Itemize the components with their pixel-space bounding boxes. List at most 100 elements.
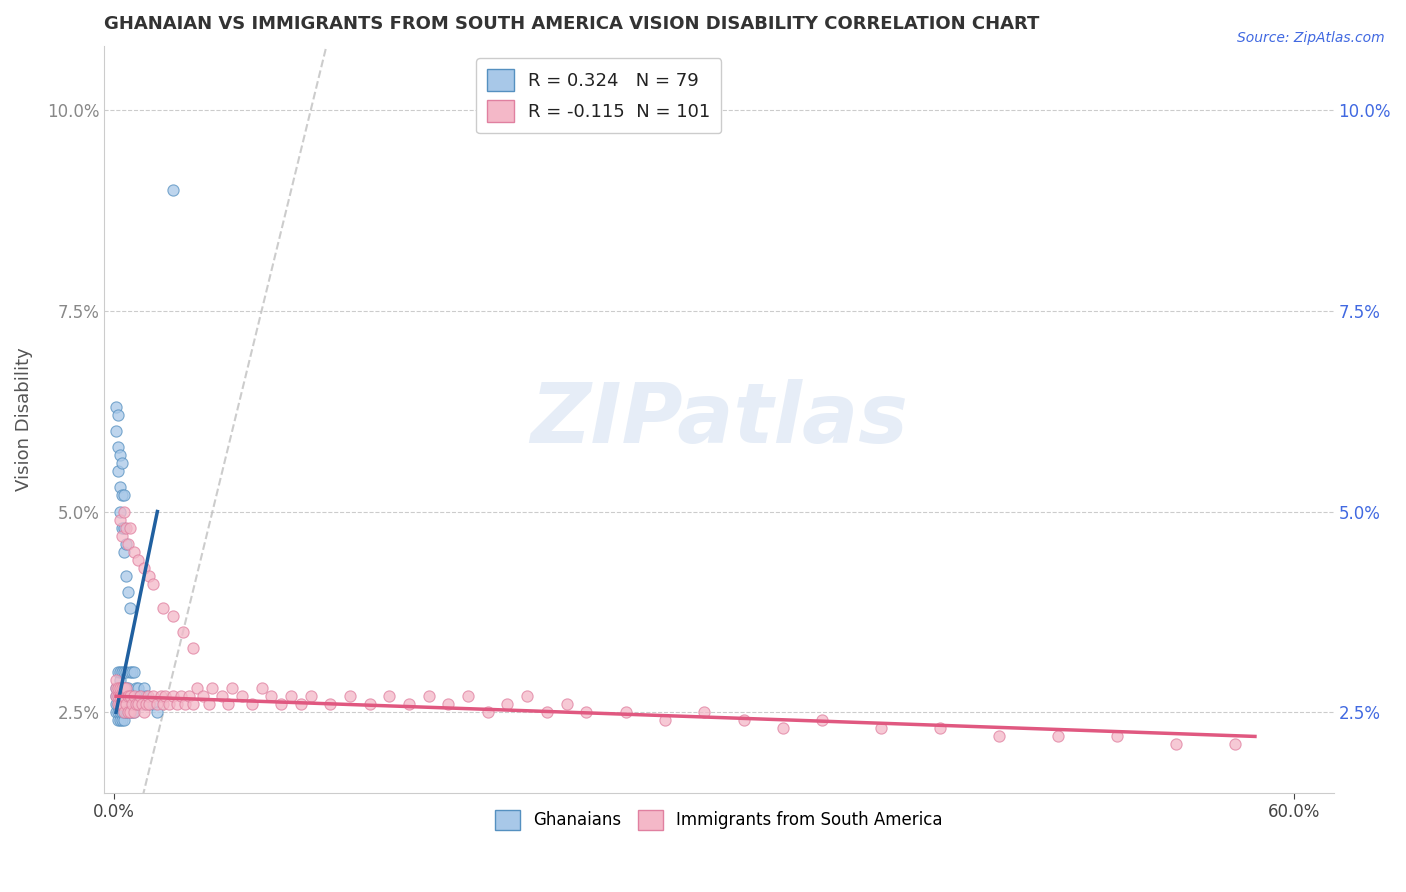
Point bbox=[111, 706, 134, 720]
Point bbox=[115, 536, 138, 550]
Point bbox=[107, 698, 129, 712]
Point bbox=[105, 706, 128, 720]
Point bbox=[111, 690, 134, 704]
Point bbox=[121, 690, 143, 704]
Point bbox=[132, 681, 155, 696]
Point bbox=[115, 681, 138, 696]
Point bbox=[162, 609, 184, 624]
Point bbox=[107, 690, 129, 704]
Point bbox=[118, 706, 141, 720]
Point bbox=[112, 714, 135, 728]
Point bbox=[231, 690, 253, 704]
Point bbox=[152, 601, 174, 615]
Point bbox=[118, 665, 141, 680]
Point bbox=[108, 681, 131, 696]
Point bbox=[280, 690, 302, 704]
Point bbox=[135, 698, 157, 712]
Point bbox=[115, 681, 138, 696]
Point bbox=[1225, 738, 1247, 752]
Point bbox=[270, 698, 292, 712]
Point bbox=[107, 698, 129, 712]
Point bbox=[150, 690, 173, 704]
Point bbox=[135, 690, 157, 704]
Point bbox=[107, 464, 129, 478]
Point bbox=[115, 698, 138, 712]
Point bbox=[121, 698, 143, 712]
Point bbox=[117, 706, 139, 720]
Point bbox=[118, 698, 141, 712]
Point bbox=[122, 690, 145, 704]
Point bbox=[108, 706, 131, 720]
Point bbox=[117, 698, 139, 712]
Point bbox=[118, 706, 141, 720]
Point bbox=[174, 698, 197, 712]
Point bbox=[127, 698, 149, 712]
Point bbox=[111, 665, 134, 680]
Point bbox=[105, 673, 128, 688]
Point bbox=[181, 698, 204, 712]
Point bbox=[121, 665, 143, 680]
Point bbox=[115, 706, 138, 720]
Point bbox=[186, 681, 208, 696]
Point bbox=[127, 552, 149, 566]
Point bbox=[136, 690, 159, 704]
Point bbox=[162, 183, 184, 197]
Point bbox=[105, 681, 128, 696]
Legend: Ghanaians, Immigrants from South America: Ghanaians, Immigrants from South America bbox=[488, 803, 949, 837]
Point bbox=[339, 690, 361, 704]
Point bbox=[112, 520, 135, 534]
Point bbox=[112, 681, 135, 696]
Point bbox=[172, 625, 194, 640]
Point bbox=[122, 544, 145, 558]
Point bbox=[118, 601, 141, 615]
Point bbox=[398, 698, 420, 712]
Point bbox=[988, 730, 1011, 744]
Point bbox=[108, 512, 131, 526]
Point bbox=[108, 690, 131, 704]
Point bbox=[111, 456, 134, 470]
Point bbox=[929, 722, 952, 736]
Point bbox=[536, 706, 558, 720]
Point bbox=[155, 690, 177, 704]
Point bbox=[132, 706, 155, 720]
Point bbox=[240, 698, 263, 712]
Point bbox=[112, 504, 135, 518]
Point bbox=[107, 408, 129, 422]
Point bbox=[555, 698, 578, 712]
Point bbox=[122, 706, 145, 720]
Point bbox=[115, 569, 138, 583]
Point bbox=[477, 706, 499, 720]
Point bbox=[117, 690, 139, 704]
Point bbox=[138, 698, 160, 712]
Point bbox=[115, 698, 138, 712]
Point bbox=[125, 698, 148, 712]
Point bbox=[122, 690, 145, 704]
Point bbox=[107, 690, 129, 704]
Point bbox=[111, 681, 134, 696]
Point bbox=[152, 698, 174, 712]
Point bbox=[260, 690, 283, 704]
Point bbox=[111, 681, 134, 696]
Point bbox=[142, 577, 165, 591]
Point bbox=[108, 448, 131, 462]
Point bbox=[111, 690, 134, 704]
Point bbox=[181, 641, 204, 656]
Point bbox=[108, 698, 131, 712]
Point bbox=[108, 681, 131, 696]
Point bbox=[211, 690, 233, 704]
Point bbox=[125, 698, 148, 712]
Text: GHANAIAN VS IMMIGRANTS FROM SOUTH AMERICA VISION DISABILITY CORRELATION CHART: GHANAIAN VS IMMIGRANTS FROM SOUTH AMERIC… bbox=[104, 15, 1039, 33]
Point bbox=[496, 698, 519, 712]
Point bbox=[128, 690, 150, 704]
Point bbox=[117, 681, 139, 696]
Point bbox=[117, 585, 139, 599]
Point bbox=[693, 706, 716, 720]
Point bbox=[122, 706, 145, 720]
Point bbox=[131, 698, 153, 712]
Point bbox=[107, 681, 129, 696]
Point bbox=[105, 424, 128, 438]
Point bbox=[108, 665, 131, 680]
Point bbox=[117, 536, 139, 550]
Point bbox=[112, 488, 135, 502]
Point bbox=[112, 706, 135, 720]
